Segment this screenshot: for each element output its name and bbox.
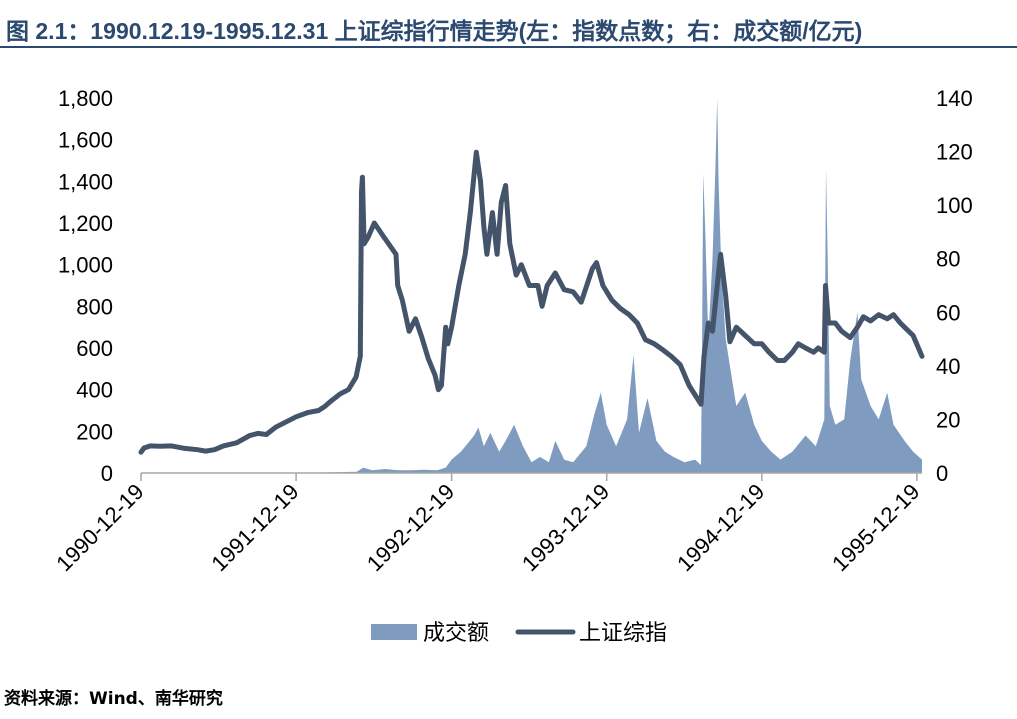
legend-label-index: 上证综指: [579, 621, 667, 646]
x-tick-label: 1990-12-19: [51, 479, 148, 576]
x-tick-label: 1993-12-19: [517, 479, 614, 576]
y-left-tick-label: 800: [76, 294, 113, 319]
y-right-tick-label: 120: [936, 140, 973, 165]
series-area-turnover: [141, 98, 922, 473]
x-tick-label: 1994-12-19: [672, 479, 769, 576]
chart-title: 图 2.1：1990.12.19-1995.12.31 上证综指行情走势(左：指…: [6, 18, 863, 44]
chart-svg: 0 200 400 600 800 1,000 1,200 1,400 1,600 1,800 0 2…: [51, 86, 973, 646]
chart-title-bar: 图 2.1：1990.12.19-1995.12.31 上证综指行情走势(左：指…: [0, 0, 1017, 48]
y-right-tick-label: 60: [936, 300, 960, 325]
y-right-tick-label: 0: [936, 461, 948, 486]
y-left-tick-label: 1,800: [58, 86, 113, 111]
y-left-tick-label: 400: [76, 378, 113, 403]
y-right-tick-label: 100: [936, 193, 973, 218]
y-right-tick-label: 140: [936, 86, 973, 111]
y-left-tick-label: 1,400: [58, 169, 113, 194]
x-tick-label: 1992-12-19: [362, 479, 459, 576]
legend-label-turnover: 成交额: [423, 621, 489, 646]
y-left-tick-label: 1,600: [58, 128, 113, 153]
y-left-tick-label: 0: [101, 461, 113, 486]
source-note: 资料来源：Wind、南华研究: [4, 689, 223, 709]
y-right-tick-label: 40: [936, 354, 960, 379]
y-left-tick-label: 600: [76, 336, 113, 361]
series-line-index: [138, 149, 925, 455]
y-left-tick-label: 200: [76, 419, 113, 444]
title-underline: [0, 46, 1017, 48]
x-tick-label: 1991-12-19: [206, 479, 303, 576]
legend-swatch-turnover: [371, 624, 417, 640]
y-left-tick-label: 1,000: [58, 253, 113, 278]
y-right-tick-label: 80: [936, 247, 960, 272]
y-right-tick-label: 20: [936, 407, 960, 432]
y-left-tick-label: 1,200: [58, 211, 113, 236]
x-tick-label: 1995-12-19: [827, 479, 924, 576]
